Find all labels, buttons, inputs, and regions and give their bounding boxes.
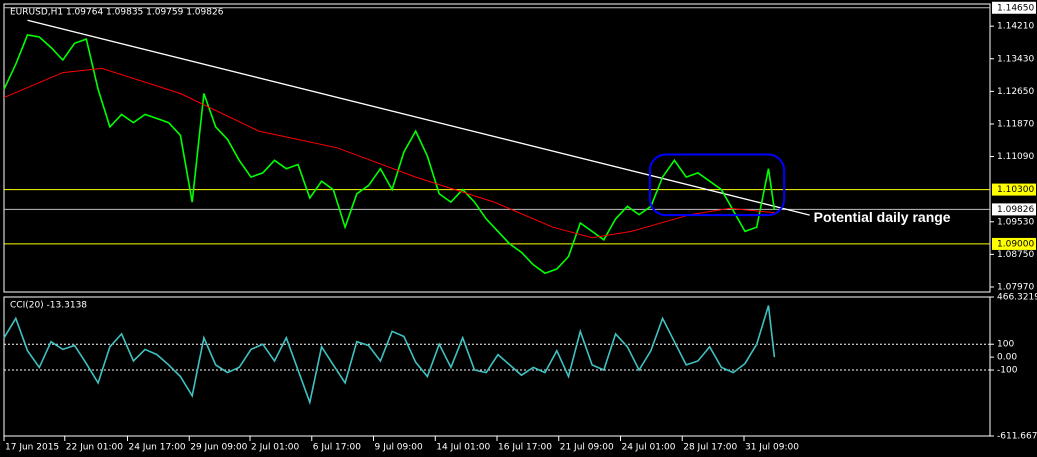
y-tick-label: 1.11870 (997, 119, 1034, 129)
series-line (3, 67, 775, 239)
y-tick-label: 100 (997, 340, 1014, 350)
x-tick-label: 2 Jul 01:00 (251, 443, 300, 453)
x-tick-label: 22 Jun 01:00 (66, 443, 123, 453)
highlight-box (648, 153, 786, 217)
x-tick-label: 16 Jul 17:00 (498, 443, 552, 453)
trendline (27, 19, 810, 216)
x-tick-label: 9 Jul 09:00 (375, 443, 424, 453)
y-tick-label: 0.00 (997, 353, 1017, 363)
level-label-bg (992, 237, 1036, 250)
y-tick-label: -611.6673 (997, 432, 1037, 442)
level-label: 1.14650 (997, 3, 1034, 13)
level-label-bg (992, 183, 1036, 196)
x-tick-label: 14 Jul 01:00 (436, 443, 490, 453)
x-tick-label: 6 Jul 17:00 (313, 443, 362, 453)
y-tick-label: 466.3219 (997, 293, 1037, 303)
y-tick-label: 1.13430 (997, 54, 1034, 64)
level-label-bg (992, 203, 1036, 216)
x-tick-label: 31 Jul 09:00 (745, 443, 799, 453)
panel-frame (3, 3, 991, 293)
y-tick-label: 1.09530 (997, 217, 1034, 227)
x-tick-label: 21 Jul 09:00 (560, 443, 614, 453)
x-tick-label: 29 Jun 09:00 (190, 443, 247, 453)
y-tick-label: 1.14210 (997, 22, 1034, 32)
y-tick-label: -100 (997, 366, 1018, 376)
y-tick-label: 1.07970 (997, 282, 1034, 292)
level-label-bg (992, 1, 1036, 14)
x-tick-label: 28 Jul 17:00 (683, 443, 737, 453)
y-tick-label: 1.08750 (997, 250, 1034, 260)
level-label: 1.09000 (997, 239, 1034, 249)
x-tick-label: 24 Jun 17:00 (128, 443, 185, 453)
level-label: 1.10300 (997, 185, 1034, 195)
x-tick-label: 24 Jul 01:00 (621, 443, 675, 453)
y-tick-label: 1.12650 (997, 87, 1034, 97)
series-line (3, 305, 776, 406)
panel-title: CCI(20) -13.3138 (10, 301, 87, 311)
annotation: Potential daily range (814, 209, 951, 225)
panel-title: EURUSD,H1 1.09764 1.09835 1.09759 1.0982… (10, 8, 224, 18)
x-tick-label: 17 Jun 2015 (5, 443, 59, 453)
level-label: 1.09826 (997, 205, 1034, 215)
y-tick-label: 1.11090 (997, 152, 1034, 162)
